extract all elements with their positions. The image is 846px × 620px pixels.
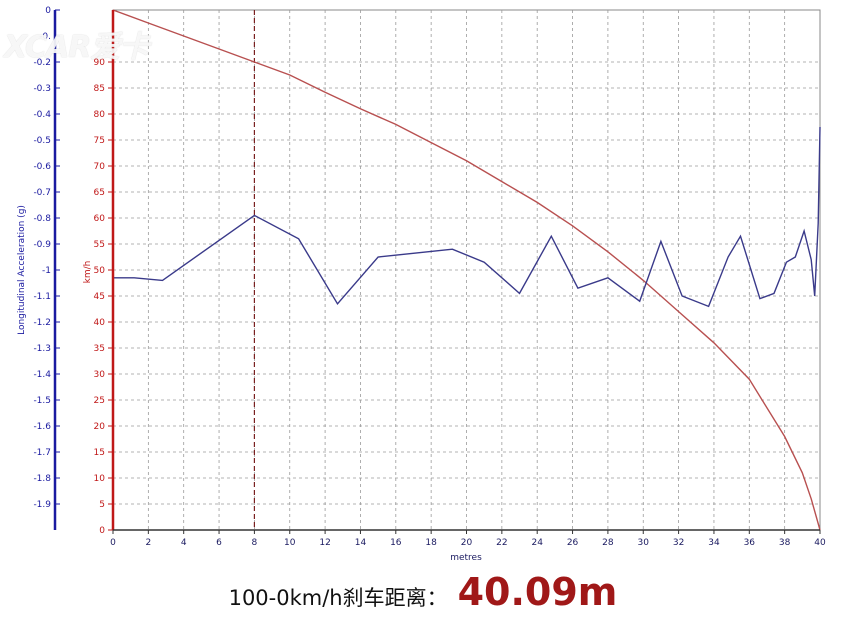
speed-tick-label: 20 <box>94 422 106 432</box>
speed-tick-label: 90 <box>94 58 106 68</box>
speed-tick-label: 0 <box>99 526 105 536</box>
x-tick-label: 8 <box>252 538 258 548</box>
left-tick-label: -1 <box>42 266 51 276</box>
x-tick-label: 16 <box>390 538 402 548</box>
speed-tick-label: 60 <box>94 214 106 224</box>
left-tick-label: -0.5 <box>33 136 51 146</box>
speed-tick-label: 25 <box>94 396 105 406</box>
right-axis-title: km/h <box>83 261 93 284</box>
caption-value: 40.09m <box>457 569 618 614</box>
x-tick-label: 10 <box>284 538 296 548</box>
x-tick-label: 22 <box>496 538 507 548</box>
speed-line <box>112 9 821 531</box>
caption-label: 100-0km/h刹车距离： <box>228 585 448 610</box>
left-tick-label: -1.3 <box>33 344 51 354</box>
left-tick-label: 0 <box>45 6 51 16</box>
left-tick-label: -0.6 <box>33 162 51 172</box>
left-tick-label: -1.1 <box>33 292 51 302</box>
left-tick-label: -0.7 <box>33 188 51 198</box>
x-tick-label: 4 <box>181 538 187 548</box>
x-tick-label: 24 <box>531 538 543 548</box>
left-tick-label: -0.2 <box>33 58 51 68</box>
x-tick-label: 28 <box>602 538 614 548</box>
x-tick-label: 34 <box>708 538 720 548</box>
axes: 0 -0. -0.2 -0.3 -0.4 -0.5 -0.6 -0.7 -0.8 -0.9 -1 -1… <box>33 6 826 548</box>
x-tick-label: 2 <box>145 538 151 548</box>
speed-tick-label: 80 <box>94 110 106 120</box>
left-tick-label: -0.4 <box>33 110 51 120</box>
speed-tick-label: 50 <box>94 266 106 276</box>
speed-tick-label: 40 <box>94 318 106 328</box>
left-tick-label: -0.9 <box>33 240 51 250</box>
speed-tick-label: 70 <box>94 162 106 172</box>
speed-tick-label: 35 <box>94 344 105 354</box>
left-tick-label: -1.7 <box>33 448 51 458</box>
x-tick-label: 40 <box>814 538 826 548</box>
x-tick-label: 38 <box>779 538 791 548</box>
left-tick-label: -1.2 <box>33 318 51 328</box>
speed-tick-label: 55 <box>94 240 105 250</box>
left-tick-label: -1.6 <box>33 422 51 432</box>
x-tick-label: 20 <box>461 538 473 548</box>
left-axis-title: Longitudinal Acceleration (g) <box>17 205 27 335</box>
x-tick-label: 6 <box>216 538 222 548</box>
left-tick-label: -0.3 <box>33 84 51 94</box>
grid <box>112 9 821 531</box>
speed-tick-label: 15 <box>94 448 105 458</box>
left-tick-label: -0. <box>39 32 51 42</box>
caption: 100-0km/h刹车距离： 40.09m <box>0 563 846 620</box>
speed-tick-label: 5 <box>99 500 105 510</box>
speed-tick-label: 85 <box>94 84 105 94</box>
left-tick-label: -1.4 <box>33 370 51 380</box>
speed-tick-label: 65 <box>94 188 105 198</box>
x-tick-label: 26 <box>567 538 579 548</box>
left-tick-label: -1.5 <box>33 396 51 406</box>
speed-tick-label: 75 <box>94 136 105 146</box>
speed-tick-label: 10 <box>94 474 106 484</box>
braking-chart: 0 -0. -0.2 -0.3 -0.4 -0.5 -0.6 -0.7 -0.8 -0.9 -1 -1… <box>17 6 826 563</box>
x-tick-label: 30 <box>638 538 650 548</box>
x-tick-label: 14 <box>355 538 367 548</box>
speed-tick-label: 45 <box>94 292 105 302</box>
x-axis-title: metres <box>450 553 482 563</box>
x-tick-label: 32 <box>673 538 684 548</box>
x-tick-label: 12 <box>319 538 330 548</box>
left-tick-label: -0.8 <box>33 214 51 224</box>
x-tick-label: 36 <box>744 538 756 548</box>
left-tick-label: -1.8 <box>33 474 51 484</box>
series-layer <box>112 9 821 531</box>
watermark-logo: XCAR爱卡 <box>4 30 149 65</box>
x-tick-label: 0 <box>110 538 116 548</box>
acceleration-line <box>113 126 821 308</box>
speed-tick-label: 30 <box>94 370 106 380</box>
left-tick-label: -1.9 <box>33 500 51 510</box>
x-tick-label: 18 <box>425 538 437 548</box>
